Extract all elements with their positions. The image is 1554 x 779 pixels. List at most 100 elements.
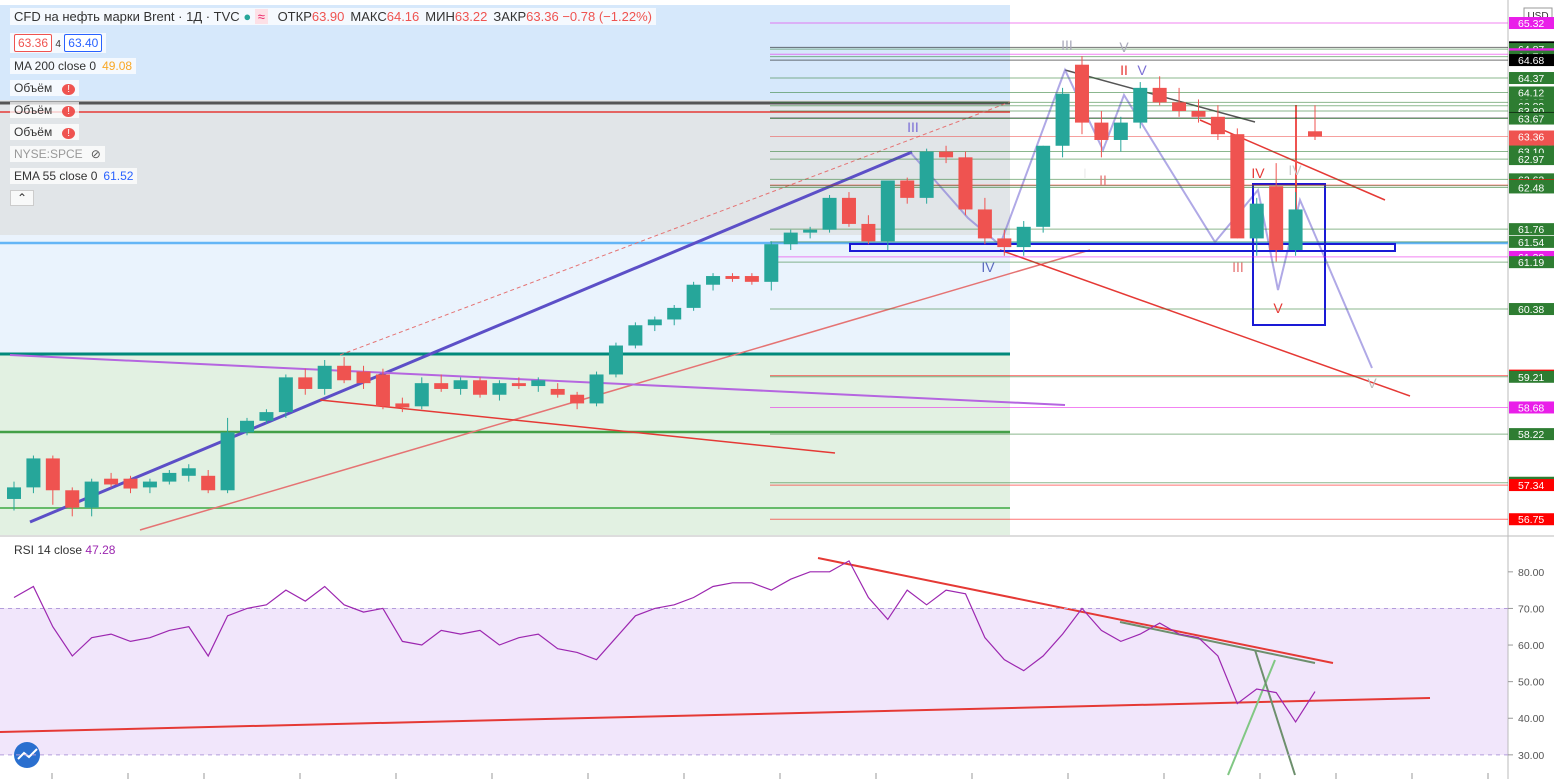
indicator-value: 49.08 bbox=[102, 59, 133, 73]
candle-body bbox=[725, 276, 740, 279]
candle-body bbox=[706, 276, 721, 285]
price-label: 63.67 bbox=[1518, 114, 1544, 126]
candle-body bbox=[977, 209, 992, 239]
spread: 4 bbox=[55, 39, 61, 50]
ohlc-label: ОТКР bbox=[277, 9, 312, 24]
candle-body bbox=[667, 307, 682, 320]
rsi-legend: RSI 14 close 47.28 bbox=[10, 542, 120, 558]
candle-body bbox=[1074, 64, 1089, 123]
candle-body bbox=[841, 197, 856, 224]
ask[interactable]: 63.40 bbox=[64, 34, 103, 52]
candle-body bbox=[1308, 131, 1322, 137]
price-label-bg bbox=[1509, 153, 1554, 166]
candle-body bbox=[822, 197, 837, 230]
rsi-tick-label: 40.00 bbox=[1518, 713, 1544, 725]
candle-body bbox=[1133, 87, 1148, 123]
price-label-bg bbox=[1509, 112, 1554, 125]
candle-body bbox=[550, 388, 565, 395]
candle-body bbox=[803, 229, 818, 233]
candle-body bbox=[434, 383, 449, 389]
candle-body bbox=[880, 180, 895, 242]
candle-body bbox=[414, 383, 429, 407]
rsi-band bbox=[0, 608, 1508, 755]
candle-body bbox=[123, 478, 138, 489]
price-label: 58.22 bbox=[1518, 429, 1544, 441]
indicator-value: ! bbox=[62, 106, 76, 117]
candle-body bbox=[162, 472, 177, 482]
wave-label: I bbox=[1083, 165, 1087, 181]
candle-body bbox=[1191, 111, 1206, 117]
ohlc-label: МИН bbox=[425, 9, 455, 24]
selection-box bbox=[1252, 183, 1326, 326]
price-label-bg bbox=[1509, 54, 1554, 67]
status-dot: ● bbox=[243, 9, 252, 24]
candle-body bbox=[764, 244, 779, 282]
indicator: MA 200 close 0 49.08 bbox=[10, 58, 137, 74]
bid[interactable]: 63.36 bbox=[14, 34, 53, 52]
trend-line bbox=[1199, 119, 1386, 201]
trend-line bbox=[999, 249, 1411, 397]
ohlc-value: 64.16 bbox=[386, 9, 420, 24]
price-label: 64.37 bbox=[1518, 73, 1544, 85]
candle-body bbox=[375, 374, 390, 407]
rsi-name: RSI 14 close bbox=[14, 543, 83, 557]
candle-body bbox=[1036, 145, 1051, 227]
candle-body bbox=[453, 380, 468, 389]
price-label: 57.34 bbox=[1518, 480, 1544, 492]
candle-body bbox=[1210, 116, 1225, 135]
price-label-bg bbox=[1509, 17, 1554, 30]
trend-line bbox=[319, 399, 836, 454]
candle-body bbox=[628, 325, 643, 346]
candle-body bbox=[570, 394, 585, 404]
price-label-bg bbox=[1509, 72, 1554, 85]
indicator-name: NYSE:SPCE bbox=[14, 147, 83, 161]
candle-body bbox=[783, 232, 798, 245]
candle-body bbox=[45, 458, 60, 491]
wave-label: IV bbox=[1288, 162, 1302, 178]
candle-body bbox=[1288, 209, 1303, 250]
zone-lightblue bbox=[0, 235, 1010, 355]
price-label-bg bbox=[1509, 181, 1554, 194]
ohlc-value: 63.90 bbox=[311, 9, 345, 24]
rsi-trend bbox=[0, 697, 1431, 733]
rsi-trend bbox=[1254, 649, 1296, 776]
candle-body bbox=[919, 151, 934, 198]
wave-label: IV bbox=[981, 259, 995, 275]
rsi-trend bbox=[1119, 621, 1316, 664]
indicator: Объём! bbox=[10, 124, 80, 140]
badge[interactable]: ≈ bbox=[254, 9, 268, 24]
candle-body bbox=[608, 345, 623, 375]
candle-body bbox=[317, 365, 332, 389]
wave-label: IV bbox=[1251, 165, 1265, 181]
trend-line bbox=[29, 150, 913, 524]
price-label: 58.68 bbox=[1518, 402, 1544, 414]
candle-body bbox=[997, 238, 1012, 248]
candle-body bbox=[298, 377, 313, 389]
candle-body bbox=[65, 490, 80, 508]
ohlc-value: 63.22 bbox=[454, 9, 488, 24]
price-label-bg bbox=[1509, 303, 1554, 316]
trend-line bbox=[139, 249, 1091, 531]
symbol: CFD на нефть марки Brent · 1Д · TVC bbox=[14, 9, 240, 24]
price-label-bg bbox=[1509, 86, 1554, 99]
candle-body bbox=[511, 383, 526, 387]
ohlc-value: 63.36 bbox=[526, 9, 559, 24]
price-label-bg bbox=[1509, 256, 1554, 269]
rsi-tick-label: 60.00 bbox=[1518, 640, 1544, 652]
candle-body bbox=[26, 458, 41, 488]
candle-body bbox=[395, 403, 410, 408]
price-label: 64.68 bbox=[1518, 55, 1544, 67]
rsi-trend bbox=[817, 557, 1334, 664]
indicator-value: 61.52 bbox=[103, 169, 134, 183]
candle-body bbox=[473, 380, 488, 395]
indicator-name: EMA 55 close 0 bbox=[14, 169, 98, 183]
candle-body bbox=[1230, 134, 1245, 239]
price-label: 60.38 bbox=[1518, 304, 1544, 316]
collapse-button[interactable]: ⌃ bbox=[10, 190, 35, 206]
trend-line bbox=[9, 354, 1066, 406]
wave-label: V bbox=[1367, 375, 1377, 391]
price-label-bg bbox=[1509, 401, 1554, 414]
candle-body bbox=[531, 380, 546, 387]
candle-body bbox=[589, 374, 604, 404]
